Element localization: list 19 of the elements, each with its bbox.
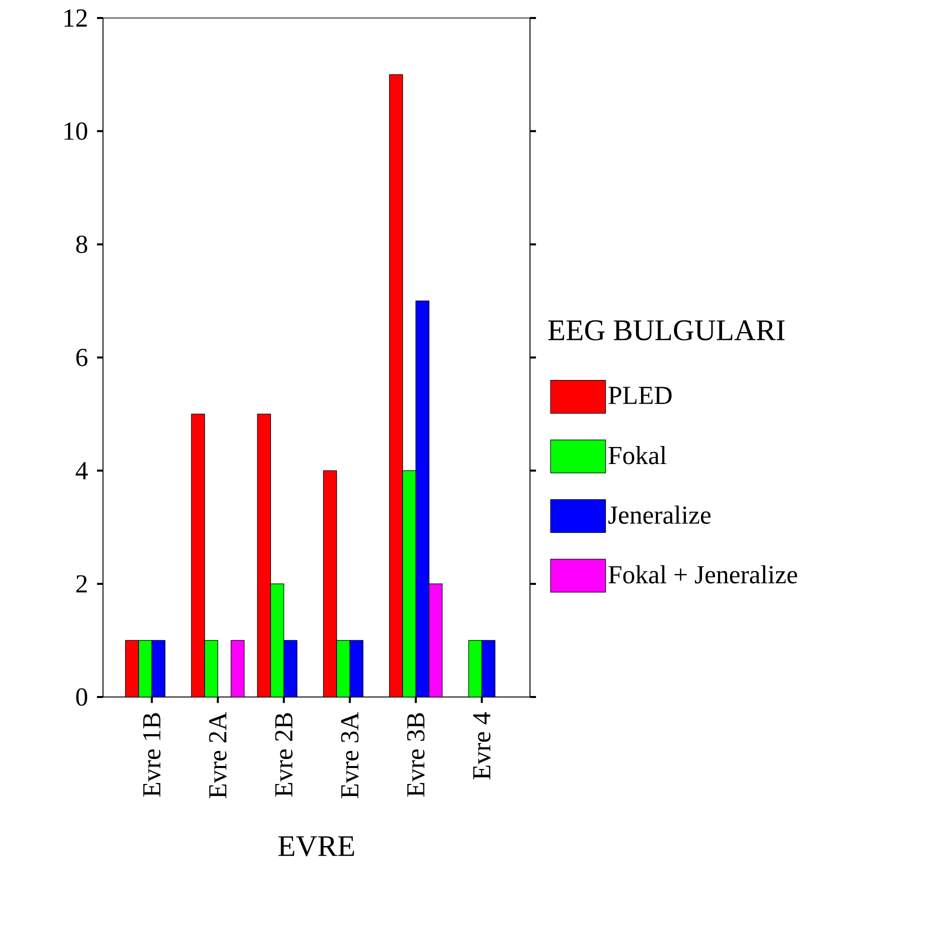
- y-tick-label: 2: [76, 575, 87, 592]
- x-tick-label: Evre 2B: [275, 713, 293, 797]
- x-tick-label: Evre 2A: [209, 712, 227, 798]
- y-tick-label: 0: [76, 688, 88, 706]
- legend-label: PLED: [608, 386, 672, 404]
- legend-title: EEG BULGULARI: [548, 320, 785, 340]
- y-tick-label: 6: [76, 348, 88, 366]
- x-tick-label: Evre 3B: [407, 713, 425, 797]
- y-tick-label: 8: [76, 236, 88, 254]
- x-tick-label: Evre 3A: [341, 712, 359, 798]
- y-tick-label: 12: [64, 9, 87, 27]
- x-axis-title: EVRE: [278, 836, 354, 856]
- x-tick-label: Evre 1B: [143, 713, 161, 797]
- legend-label: Fokal + Jeneralize: [608, 565, 798, 584]
- legend-label: Fokal: [608, 446, 666, 464]
- x-tick-label: Evre 4: [473, 712, 490, 780]
- y-tick-label: 10: [64, 122, 88, 140]
- y-tick-label: 4: [76, 462, 88, 480]
- legend-label: Jeneralize: [608, 506, 711, 524]
